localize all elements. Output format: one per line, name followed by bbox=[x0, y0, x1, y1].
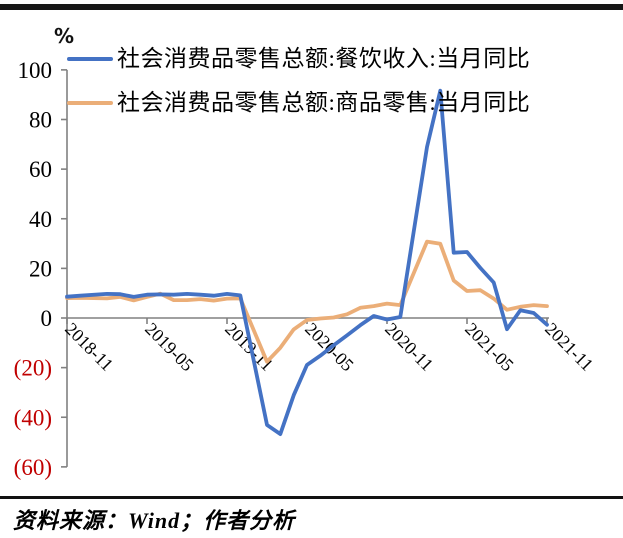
legend-label-catering: 社会消费品零售总额:餐饮收入:当月同比 bbox=[117, 46, 531, 71]
y-axis-tick-label: 60 bbox=[29, 157, 52, 182]
source-note: 资料来源：Wind；作者分析 bbox=[13, 508, 296, 533]
x-axis-tick-label: 2018-11 bbox=[61, 319, 117, 375]
footer-divider bbox=[0, 496, 623, 499]
y-axis-tick-label: 40 bbox=[29, 207, 52, 232]
x-axis-tick-label: 2021-11 bbox=[541, 319, 597, 375]
catering-line-swatch bbox=[67, 57, 113, 61]
goods-line-swatch bbox=[67, 101, 113, 105]
top-divider-bar bbox=[0, 4, 623, 10]
y-axis-tick-label: (20) bbox=[14, 356, 52, 381]
y-axis-tick-label: 0 bbox=[41, 306, 53, 331]
catering-series-line bbox=[65, 88, 549, 437]
x-axis-tick-label: 2019-05 bbox=[141, 319, 198, 376]
y-axis-tick-label: (40) bbox=[14, 405, 52, 430]
y-axis-tick-label: (60) bbox=[14, 455, 52, 480]
x-axis-tick-label: 2020-11 bbox=[381, 319, 437, 375]
y-axis-unit-label: % bbox=[54, 24, 75, 48]
y-axis-tick-label: 80 bbox=[29, 108, 52, 133]
legend-item-catering: 社会消费品零售总额:餐饮收入:当月同比 bbox=[67, 45, 530, 73]
legend-item-goods: 社会消费品零售总额:商品零售:当月同比 bbox=[67, 89, 530, 117]
y-axis-tick-label: 100 bbox=[18, 58, 53, 83]
legend-label-goods: 社会消费品零售总额:商品零售:当月同比 bbox=[117, 90, 531, 115]
y-axis-tick-label: 20 bbox=[29, 256, 52, 281]
